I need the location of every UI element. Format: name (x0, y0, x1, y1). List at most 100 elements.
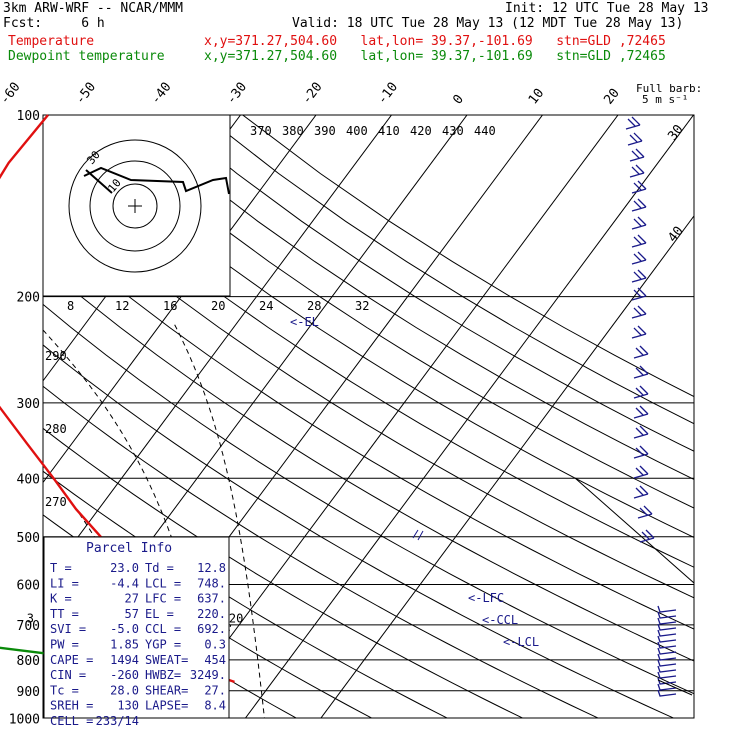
wind-barb (657, 611, 677, 619)
wind-barb (633, 465, 649, 479)
parcel-info-key: TT = (50, 607, 79, 621)
parcel-info-value: 57 (125, 607, 139, 621)
wind-barb (631, 287, 647, 301)
wind-barb (631, 180, 647, 194)
theta-label: 380 (282, 124, 304, 138)
wind-barb (629, 164, 645, 178)
parcel-info-value: 8.4 (204, 699, 226, 713)
parcel-info-value: 1494 (110, 653, 139, 667)
parcel-info-value: 220. (197, 607, 226, 621)
parcel-info-key: LAPSE= (145, 699, 188, 713)
theta-side-label: 280 (45, 422, 67, 436)
wind-barb (657, 641, 677, 649)
wind-barb (657, 647, 677, 655)
pressure-tick-label: 900 (17, 685, 40, 700)
wind-barb (633, 345, 649, 359)
hodograph-ring (89, 160, 181, 252)
wind-barb (657, 605, 677, 613)
dry-adiabat (164, 115, 694, 452)
dry-adiabat (46, 115, 694, 538)
parcel-info-value: 454 (204, 653, 226, 667)
forecast-hour: Fcst: 6 h (3, 16, 105, 31)
parcel-info-key: LI = (50, 576, 79, 590)
parcel-info-value: -5.0 (110, 622, 139, 636)
level-marker-label: <-LCL (503, 635, 539, 649)
parcel-info-frame (43, 536, 230, 719)
dry-adiabat (203, 115, 694, 425)
parcel-info-value: 28.0 (110, 683, 139, 697)
wind-barb (657, 635, 677, 643)
parcel-info-key: K = (50, 592, 72, 606)
isotherm-label: 30 (665, 122, 686, 144)
parcel-info-value: -4.4 (110, 576, 139, 590)
temperature-legend-info: x,y=371.27,504.60 lat,lon= 39.37,-101.69… (204, 34, 666, 49)
pressure-tick-label: 600 (17, 579, 40, 594)
parcel-info-value: 27 (125, 592, 139, 606)
wind-barb (633, 365, 649, 379)
parcel-info-key: CCL = (145, 622, 181, 636)
dry-adiabat (43, 147, 694, 568)
wind-barb (657, 623, 677, 631)
parcel-info-value: 1.85 (110, 638, 139, 652)
mixing-ratio-label: 20 (229, 611, 243, 625)
parcel-info-key: YGP = (145, 638, 181, 652)
parcel-info-key: EL = (145, 607, 174, 621)
wind-barb (633, 425, 649, 439)
isotherm-line (244, 115, 694, 718)
wind-barb (631, 269, 647, 283)
wind-barb (633, 445, 649, 459)
isotherm-label: -40 (148, 80, 174, 108)
wind-barb (631, 216, 647, 230)
moist-adiabat (0, 322, 39, 732)
moist-adiabat (172, 321, 265, 718)
wind-barb (657, 683, 677, 691)
level-marker-label: <-EL (290, 315, 319, 329)
surface-outline (43, 477, 695, 719)
wind-barb (625, 116, 641, 130)
isotherm-label: -20 (299, 80, 325, 108)
pressure-tick-label: 700 (17, 619, 40, 634)
parcel-info-key: CELL = (50, 714, 93, 728)
isotherm-label: 20 (601, 86, 622, 108)
parcel-info-key: Tc = (50, 683, 79, 697)
pressure-tick-label: 200 (17, 291, 40, 306)
mixing-ratio-label: 3 (27, 611, 34, 625)
wind-key-value: 5 m s⁻¹ (642, 93, 688, 106)
theta-side-label: 290 (45, 349, 67, 363)
hodograph-speed-label: 16 (163, 299, 177, 313)
wind-barb (412, 529, 424, 541)
wind-barb (627, 132, 643, 146)
hodograph-speed-label: 28 (307, 299, 321, 313)
wind-barb (637, 505, 653, 519)
pressure-tick-label: 1000 (9, 712, 40, 727)
theta-label: 400 (346, 124, 368, 138)
dewpoint-legend-label: Dewpoint temperature (8, 49, 165, 64)
isotherm-label: 40 (665, 224, 686, 246)
hodograph-ring (112, 183, 158, 229)
theta-label: 420 (410, 124, 432, 138)
parcel-info-value: 637. (197, 592, 226, 606)
wind-barb (657, 659, 677, 667)
parcel-info-value: 3249. (190, 668, 226, 682)
valid-time: Valid: 18 UTC Tue 28 May 13 (12 MDT Tue … (292, 16, 684, 31)
barb-axis (657, 679, 693, 696)
theta-label: 430 (442, 124, 464, 138)
wind-barb (657, 617, 677, 625)
hodograph-speed-label: 12 (115, 299, 129, 313)
init-time: Init: 12 UTC Tue 28 May 13 (505, 1, 709, 16)
parcel-info-box (43, 536, 230, 719)
theta-label: 390 (314, 124, 336, 138)
parcel-info-key: Td = (145, 561, 174, 575)
wind-barb (631, 251, 647, 265)
dry-adiabat (85, 115, 694, 509)
hodograph-speed-label: 8 (67, 299, 74, 313)
isotherm-label: -60 (0, 80, 24, 108)
parcel-info-key: SHEAR= (145, 683, 188, 697)
parcel-info-value: 0.3 (204, 638, 226, 652)
theta-side-label: 270 (45, 495, 67, 509)
hodograph-ring (68, 139, 202, 273)
parcel-info-value: 692. (197, 622, 226, 636)
hodograph-speed-label: 24 (259, 299, 273, 313)
wind-barb (631, 305, 647, 319)
parcel-info-key: SREH = (50, 699, 93, 713)
